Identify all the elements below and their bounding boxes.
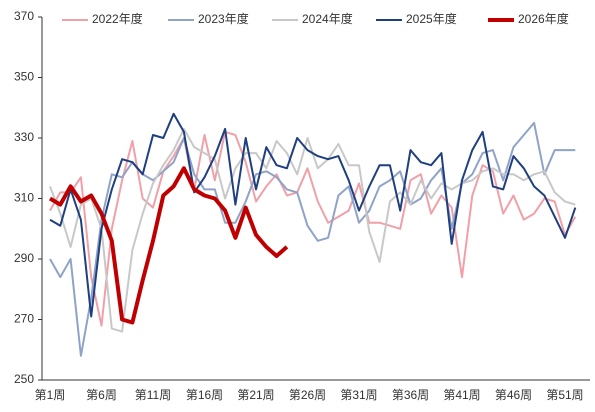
x-tick-label: 第41周 <box>443 388 480 402</box>
series-line <box>48 166 289 325</box>
y-tick-label: 350 <box>14 70 34 84</box>
y-tick-label: 290 <box>14 251 34 265</box>
x-tick-label: 第6周 <box>86 388 117 402</box>
x-tick-label: 第51周 <box>546 388 583 402</box>
y-tick-label: 310 <box>14 191 34 205</box>
legend-label: 2025年度 <box>406 11 457 26</box>
y-tick-label: 270 <box>14 312 34 326</box>
x-tick-label: 第26周 <box>289 388 326 402</box>
x-tick-label: 第1周 <box>35 388 66 402</box>
y-tick-label: 370 <box>14 9 34 23</box>
x-tick-label: 第16周 <box>186 388 223 402</box>
x-tick-label: 第46周 <box>495 388 532 402</box>
y-tick-label: 250 <box>14 372 34 386</box>
legend-label: 2023年度 <box>198 11 249 26</box>
y-tick-label: 330 <box>14 130 34 144</box>
x-tick-label: 第36周 <box>392 388 429 402</box>
x-tick-label: 第11周 <box>135 388 171 402</box>
legend-label: 2026年度 <box>518 11 569 26</box>
legend-label: 2022年度 <box>92 11 143 26</box>
x-tick-label: 第21周 <box>237 388 274 402</box>
legend-label: 2024年度 <box>302 11 353 26</box>
series-line <box>49 112 577 318</box>
x-tick-label: 第31周 <box>340 388 377 402</box>
